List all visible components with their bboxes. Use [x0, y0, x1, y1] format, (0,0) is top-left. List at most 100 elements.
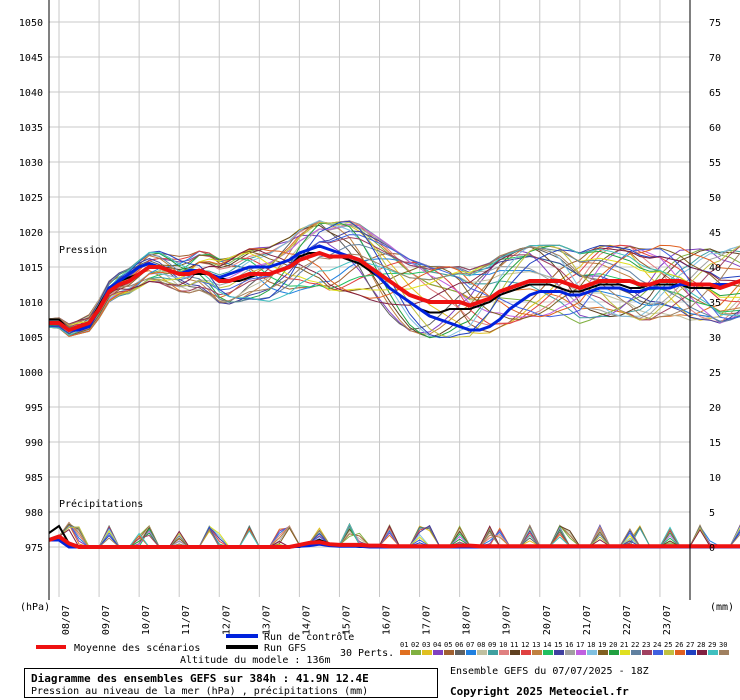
y2-tick-label: 75: [709, 18, 721, 29]
perturbation-swatch: [587, 650, 597, 655]
perturbation-id-label: 22: [631, 641, 639, 649]
y2-tick-label: 70: [709, 53, 721, 64]
x-tick-label: 14/07: [301, 605, 312, 635]
perturbation-swatch: [411, 650, 421, 655]
y-tick-label: 1050: [19, 18, 43, 29]
y-tick-label: 990: [25, 438, 43, 449]
perturbation-id-label: 29: [708, 641, 716, 649]
perturbation-swatch: [466, 650, 476, 655]
perturbation-id-label: 10: [499, 641, 507, 649]
y2-tick-label: 25: [709, 368, 721, 379]
legend-label-gfs: Run GFS: [264, 643, 306, 654]
y2-tick-label: 5: [709, 508, 715, 519]
perturbation-id-label: 09: [488, 641, 496, 649]
perturbation-swatch: [543, 650, 553, 655]
perturbation-id-label: 21: [620, 641, 628, 649]
perturbation-swatch: [631, 650, 641, 655]
perturbation-swatch: [554, 650, 564, 655]
y2-tick-label: 35: [709, 298, 721, 309]
footer-subtitle: Pression au niveau de la mer (hPa) , pré…: [31, 686, 369, 697]
perturbation-id-label: 03: [422, 641, 430, 649]
perturbation-swatch: [444, 650, 454, 655]
perturbation-lines: [48, 219, 740, 548]
panel-label-pressure: Pression: [59, 245, 107, 256]
perturbation-swatch: [400, 650, 410, 655]
perturbation-id-label: 26: [675, 641, 683, 649]
footer-box: Diagramme des ensembles GEFS sur 384h : …: [24, 668, 438, 698]
model-altitude: Altitude du modele : 136m: [180, 655, 331, 666]
y-tick-label: 1015: [19, 263, 43, 274]
perturbation-swatch: [686, 650, 696, 655]
y-tick-label: 1035: [19, 123, 43, 134]
y2-tick-label: 0: [709, 543, 715, 554]
y-tick-label: 1030: [19, 158, 43, 169]
y2-tick-label: 40: [709, 263, 721, 274]
perturbation-swatch: [521, 650, 531, 655]
perturbation-swatch: [499, 650, 509, 655]
perturbation-swatch: [697, 650, 707, 655]
perturbation-swatch: [653, 650, 663, 655]
x-tick-label: 22/07: [622, 605, 633, 635]
perturbation-swatch: [510, 650, 520, 655]
perturbation-08-pressure: [48, 221, 740, 329]
perturbation-id-label: 15: [554, 641, 562, 649]
y-tick-label: 1000: [19, 368, 43, 379]
perturbation-id-label: 11: [510, 641, 518, 649]
y2-tick-label: 45: [709, 228, 721, 239]
y-tick-label: 1040: [19, 88, 43, 99]
legend-perturbations-label: 30 Perts.: [340, 648, 394, 659]
perturbation-22-pressure: [48, 243, 740, 334]
mean-series-pressure: [49, 250, 740, 333]
perturbation-swatch: [532, 650, 542, 655]
perturbation-id-label: 17: [576, 641, 584, 649]
x-tick-label: 12/07: [221, 605, 232, 635]
perturbation-id-label: 02: [411, 641, 419, 649]
perturbation-id-label: 27: [686, 641, 694, 649]
legend-label-mean: Moyenne des scénarios: [74, 642, 200, 654]
perturbation-swatch: [422, 650, 432, 655]
x-tick-label: 17/07: [422, 605, 433, 635]
perturbation-id-label: 18: [587, 641, 595, 649]
x-tick-label: 18/07: [462, 605, 473, 635]
perturbation-id-label: 16: [565, 641, 573, 649]
perturbation-swatch: [719, 650, 729, 655]
y-tick-label: 1010: [19, 298, 43, 309]
y-tick-label: 985: [25, 473, 43, 484]
x-tick-label: 23/07: [662, 605, 673, 635]
y2-tick-label: 30: [709, 333, 721, 344]
x-tick-label: 16/07: [382, 605, 393, 635]
perturbation-11-pressure: [48, 224, 740, 338]
perturbation-id-label: 07: [466, 641, 474, 649]
x-tick-label: 08/07: [61, 605, 72, 635]
perturbation-26-pressure: [48, 244, 740, 337]
x-tick-label: 10/07: [141, 605, 152, 635]
perturbation-id-label: 12: [521, 641, 529, 649]
perturbation-swatch: [565, 650, 575, 655]
x-tick-label: 15/07: [341, 605, 352, 635]
y-tick-label: 1005: [19, 333, 43, 344]
perturbation-swatch: [609, 650, 619, 655]
perturbation-swatch: [664, 650, 674, 655]
perturbation-id-label: 28: [697, 641, 705, 649]
y2-tick-label: 20: [709, 403, 721, 414]
perturbation-id-label: 01: [400, 641, 408, 649]
perturbation-id-label: 06: [455, 641, 463, 649]
perturbation-id-label: 23: [642, 641, 650, 649]
y-tick-label: 1020: [19, 228, 43, 239]
perturbation-swatch: [675, 650, 685, 655]
perturbation-id-label: 25: [664, 641, 672, 649]
perturbation-swatch: [488, 650, 498, 655]
perturbation-id-label: 30: [719, 641, 727, 649]
perturbation-29-pressure: [48, 244, 740, 336]
ensemble-run: Ensemble GEFS du 07/07/2025 - 18Z: [450, 666, 649, 677]
legend: Moyenne des scénarios Run de contrôleRun …: [36, 631, 729, 659]
left-unit: (hPa): [20, 602, 50, 613]
perturbation-swatch: [598, 650, 608, 655]
y-tick-label: 1045: [19, 53, 43, 64]
copyright: Copyright 2025 Meteociel.fr: [450, 685, 629, 698]
mean-series-precip: [48, 534, 740, 549]
perturbation-swatch: [433, 650, 443, 655]
perturbation-id-label: 13: [532, 641, 540, 649]
perturbation-id-label: 04: [433, 641, 441, 649]
